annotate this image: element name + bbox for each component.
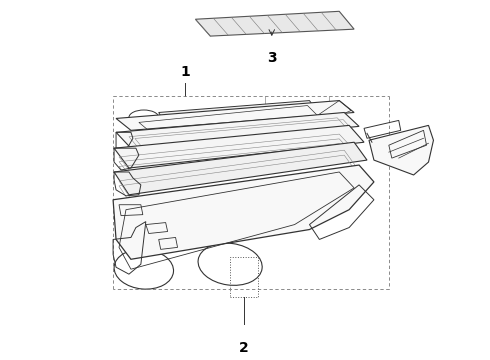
- Polygon shape: [369, 125, 434, 175]
- Text: 1: 1: [181, 65, 190, 79]
- Polygon shape: [159, 100, 315, 120]
- Polygon shape: [114, 142, 367, 195]
- Bar: [230, 257, 258, 297]
- Polygon shape: [114, 125, 364, 168]
- Polygon shape: [116, 112, 359, 148]
- Text: 3: 3: [267, 51, 276, 65]
- Polygon shape: [196, 11, 354, 36]
- Polygon shape: [116, 100, 354, 130]
- Polygon shape: [113, 165, 374, 259]
- Text: 2: 2: [239, 341, 249, 355]
